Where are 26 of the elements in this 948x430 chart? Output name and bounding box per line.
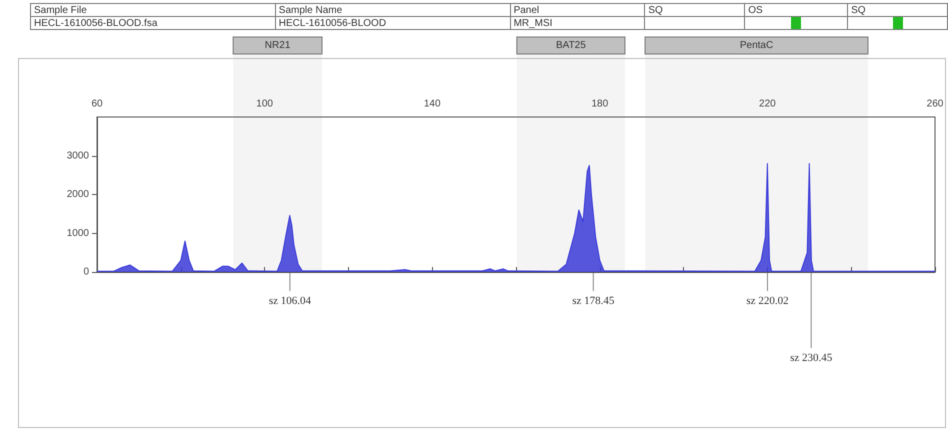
- band-label: PentaC: [740, 40, 774, 51]
- y-tick-label: 0: [83, 266, 90, 278]
- x-tick-label: 60: [91, 98, 103, 110]
- x-tick-label: 100: [256, 98, 274, 110]
- text: SQ: [644, 4, 745, 16]
- x-tick-label: 140: [424, 98, 441, 110]
- annotation: sz 230.45: [790, 352, 833, 364]
- text: Sample File: [30, 4, 276, 16]
- band-label: BAT25: [556, 40, 586, 51]
- band-label: NR21: [264, 40, 291, 51]
- annotation: sz 106.04: [268, 295, 312, 307]
- text: Sample Name: [275, 4, 510, 16]
- y-tick-label: 1000: [66, 228, 90, 239]
- text: SQ: [848, 4, 948, 16]
- x-tick-label: 180: [591, 98, 609, 110]
- text: MR_MSI: [510, 16, 645, 30]
- y-tick-label: 2000: [66, 189, 90, 200]
- x-tick-label: 220: [759, 98, 776, 110]
- annotation: sz 220.02: [746, 295, 789, 307]
- text: HECL-1610056-BLOOD: [275, 16, 510, 30]
- text: OS: [744, 4, 848, 16]
- x-tick-label: 260: [926, 98, 944, 110]
- text: HECL-1610056-BLOOD.fsa: [30, 16, 276, 30]
- annotation: sz 178.45: [572, 295, 615, 307]
- y-tick-label: 3000: [66, 150, 90, 162]
- text: Panel: [510, 4, 645, 16]
